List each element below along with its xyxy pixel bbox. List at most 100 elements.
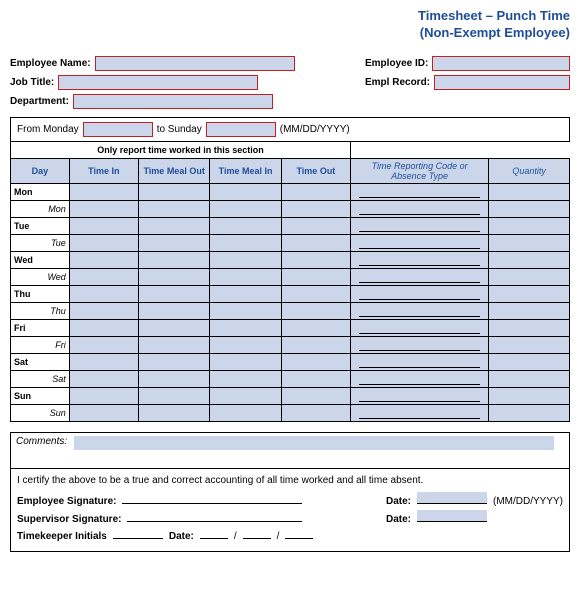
- code-cell[interactable]: [350, 251, 488, 268]
- time-cell[interactable]: [281, 353, 350, 370]
- time-cell[interactable]: [138, 251, 209, 268]
- qty-cell[interactable]: [489, 217, 570, 234]
- time-cell[interactable]: [210, 302, 281, 319]
- tk-date-d[interactable]: [243, 528, 271, 539]
- code-cell[interactable]: [350, 336, 488, 353]
- time-cell[interactable]: [210, 217, 281, 234]
- time-cell[interactable]: [281, 370, 350, 387]
- time-cell[interactable]: [281, 234, 350, 251]
- qty-cell[interactable]: [489, 285, 570, 302]
- time-cell[interactable]: [69, 217, 138, 234]
- code-cell[interactable]: [350, 302, 488, 319]
- qty-cell[interactable]: [489, 387, 570, 404]
- code-cell[interactable]: [350, 404, 488, 421]
- time-cell[interactable]: [138, 183, 209, 200]
- time-cell[interactable]: [281, 387, 350, 404]
- code-cell[interactable]: [350, 370, 488, 387]
- time-cell[interactable]: [138, 404, 209, 421]
- job-title-field[interactable]: [58, 75, 258, 90]
- qty-cell[interactable]: [489, 336, 570, 353]
- time-cell[interactable]: [138, 319, 209, 336]
- qty-cell[interactable]: [489, 251, 570, 268]
- emp-date-field[interactable]: [417, 492, 487, 504]
- sup-date-field[interactable]: [417, 510, 487, 522]
- time-cell[interactable]: [69, 370, 138, 387]
- time-cell[interactable]: [210, 268, 281, 285]
- time-cell[interactable]: [138, 217, 209, 234]
- time-cell[interactable]: [69, 200, 138, 217]
- code-cell[interactable]: [350, 183, 488, 200]
- time-cell[interactable]: [69, 404, 138, 421]
- qty-cell[interactable]: [489, 200, 570, 217]
- time-cell[interactable]: [210, 319, 281, 336]
- time-cell[interactable]: [69, 387, 138, 404]
- time-cell[interactable]: [281, 319, 350, 336]
- qty-cell[interactable]: [489, 268, 570, 285]
- time-cell[interactable]: [210, 200, 281, 217]
- qty-cell[interactable]: [489, 353, 570, 370]
- qty-cell[interactable]: [489, 183, 570, 200]
- time-cell[interactable]: [281, 251, 350, 268]
- time-cell[interactable]: [281, 336, 350, 353]
- sup-sig-line[interactable]: [127, 511, 302, 522]
- time-cell[interactable]: [281, 404, 350, 421]
- comments-field[interactable]: [74, 436, 554, 450]
- time-cell[interactable]: [281, 183, 350, 200]
- time-cell[interactable]: [69, 353, 138, 370]
- time-cell[interactable]: [138, 234, 209, 251]
- code-cell[interactable]: [350, 319, 488, 336]
- code-cell[interactable]: [350, 268, 488, 285]
- time-cell[interactable]: [69, 268, 138, 285]
- time-cell[interactable]: [138, 302, 209, 319]
- time-cell[interactable]: [69, 285, 138, 302]
- tk-date-y[interactable]: [285, 528, 313, 539]
- time-cell[interactable]: [138, 285, 209, 302]
- time-cell[interactable]: [138, 370, 209, 387]
- tk-date-m[interactable]: [200, 528, 228, 539]
- emp-sig-line[interactable]: [122, 493, 302, 504]
- qty-cell[interactable]: [489, 370, 570, 387]
- time-cell[interactable]: [69, 336, 138, 353]
- time-cell[interactable]: [281, 217, 350, 234]
- time-cell[interactable]: [69, 319, 138, 336]
- empl-record-field[interactable]: [434, 75, 570, 90]
- qty-cell[interactable]: [489, 234, 570, 251]
- employee-name-field[interactable]: [95, 56, 295, 71]
- time-cell[interactable]: [69, 251, 138, 268]
- time-cell[interactable]: [281, 285, 350, 302]
- time-cell[interactable]: [69, 302, 138, 319]
- to-date-field[interactable]: [206, 122, 276, 137]
- code-cell[interactable]: [350, 200, 488, 217]
- time-cell[interactable]: [138, 353, 209, 370]
- department-field[interactable]: [73, 94, 273, 109]
- time-cell[interactable]: [210, 183, 281, 200]
- code-cell[interactable]: [350, 285, 488, 302]
- time-cell[interactable]: [210, 387, 281, 404]
- time-cell[interactable]: [138, 268, 209, 285]
- qty-cell[interactable]: [489, 302, 570, 319]
- time-cell[interactable]: [138, 200, 209, 217]
- time-cell[interactable]: [210, 285, 281, 302]
- time-cell[interactable]: [210, 251, 281, 268]
- qty-cell[interactable]: [489, 319, 570, 336]
- code-cell[interactable]: [350, 217, 488, 234]
- time-cell[interactable]: [138, 336, 209, 353]
- time-cell[interactable]: [69, 234, 138, 251]
- time-cell[interactable]: [281, 302, 350, 319]
- tk-initials-line[interactable]: [113, 528, 163, 539]
- time-cell[interactable]: [210, 336, 281, 353]
- time-cell[interactable]: [69, 183, 138, 200]
- employee-id-field[interactable]: [432, 56, 570, 71]
- code-cell[interactable]: [350, 234, 488, 251]
- time-cell[interactable]: [210, 370, 281, 387]
- code-cell[interactable]: [350, 387, 488, 404]
- time-cell[interactable]: [281, 200, 350, 217]
- code-cell[interactable]: [350, 353, 488, 370]
- from-date-field[interactable]: [83, 122, 153, 137]
- time-cell[interactable]: [210, 353, 281, 370]
- time-cell[interactable]: [138, 387, 209, 404]
- qty-cell[interactable]: [489, 404, 570, 421]
- time-cell[interactable]: [210, 234, 281, 251]
- time-cell[interactable]: [210, 404, 281, 421]
- time-cell[interactable]: [281, 268, 350, 285]
